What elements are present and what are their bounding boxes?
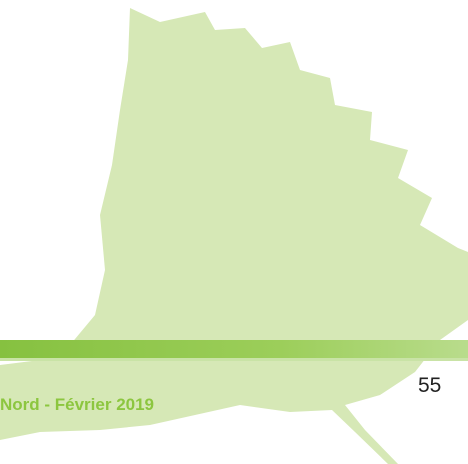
footer-bar [0, 340, 468, 358]
footer-bar-line [0, 358, 468, 361]
page-number: 55 [418, 374, 441, 397]
footer-text: Nord - Février 2019 [0, 395, 154, 414]
